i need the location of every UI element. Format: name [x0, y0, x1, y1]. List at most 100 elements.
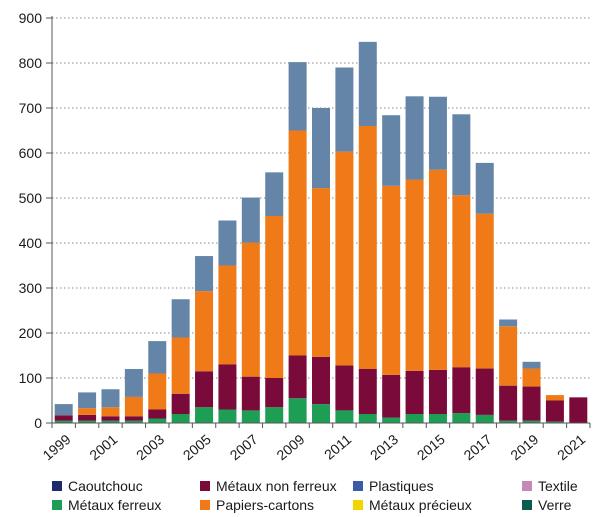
bar-segment	[101, 407, 120, 417]
bar-segment	[312, 188, 330, 357]
y-tick-label: 400	[19, 235, 43, 251]
bar-segment	[265, 378, 284, 408]
x-tick-label: 2017	[461, 431, 495, 463]
bar-segment	[475, 162, 494, 214]
bar-segment	[428, 169, 447, 370]
legend-swatch	[353, 500, 363, 510]
bar-segment	[148, 409, 167, 419]
bar-segment	[312, 404, 330, 423]
x-tick-label: 2009	[273, 431, 307, 463]
legend-label: Caoutchouc	[68, 478, 143, 494]
bar-segment	[475, 414, 494, 423]
y-tick-label: 600	[19, 145, 43, 161]
y-tick-label: 900	[19, 10, 43, 26]
x-tick-label: 2003	[133, 431, 167, 463]
bar-segment	[522, 386, 541, 421]
bar-segment	[288, 355, 307, 399]
bar-segment	[148, 418, 167, 423]
bar-segment	[241, 242, 260, 377]
bar-segment	[195, 371, 214, 408]
bar-segment	[78, 408, 97, 415]
bar-segment	[124, 369, 143, 397]
bar-segment	[148, 373, 167, 410]
bar-segment	[171, 337, 190, 394]
x-tick-label: 2021	[554, 431, 588, 463]
legend-swatch	[52, 500, 62, 510]
bar-segment	[218, 409, 237, 423]
bar-segment	[78, 392, 97, 409]
bar-segment	[452, 367, 471, 414]
bar-segment	[428, 96, 447, 170]
y-tick-label: 700	[19, 100, 43, 116]
y-tick-label: 800	[19, 55, 43, 71]
bar-segment	[312, 356, 330, 405]
bar-segment	[569, 397, 588, 423]
legend-swatch	[200, 500, 210, 510]
legend-label: Métaux précieux	[369, 497, 472, 513]
bar-segment	[522, 368, 541, 387]
bar-segment	[499, 420, 518, 423]
bar-segment	[452, 114, 471, 196]
bars	[54, 41, 588, 423]
bar-segment	[101, 420, 120, 423]
bar-segment	[241, 197, 260, 243]
bar-segment	[382, 417, 401, 423]
legend-swatch	[52, 481, 62, 491]
bar-segment	[124, 416, 143, 421]
bar-segment	[171, 414, 190, 423]
bar-segment	[148, 341, 167, 374]
bar-segment	[405, 96, 424, 180]
y-tick-label: 500	[19, 190, 43, 206]
x-tick-label: 2001	[86, 431, 120, 463]
x-axis: 1999 2001 2003 2005 2007 2009 2011 2013 2015 2017…	[39, 422, 591, 463]
legend-swatch	[522, 481, 532, 491]
bar-segment	[405, 414, 424, 423]
bar-segment	[545, 421, 564, 423]
bar-segment	[312, 108, 330, 189]
bar-segment	[499, 319, 518, 327]
bar-segment	[54, 420, 73, 423]
bar-segment	[218, 364, 237, 410]
bar-segment	[124, 420, 143, 423]
bar-segment	[335, 151, 354, 366]
bar-segment	[358, 41, 377, 126]
bar-segment	[195, 407, 214, 423]
bar-segment	[101, 416, 120, 421]
bar-segment	[241, 376, 260, 411]
bar-segment	[358, 369, 377, 414]
bar-segment	[405, 370, 424, 414]
bar-segment	[335, 365, 354, 411]
x-tick-label: 1999	[39, 431, 73, 463]
bar-segment	[452, 413, 471, 423]
bar-segment	[195, 291, 214, 372]
y-tick-label: 100	[19, 370, 43, 386]
bar-segment	[265, 407, 284, 423]
x-tick-label: 2019	[507, 431, 541, 463]
x-tick-label: 2007	[227, 431, 261, 463]
legend-label: Papiers-cartons	[216, 497, 314, 513]
y-tick-label: 0	[34, 415, 42, 431]
x-tick-label: 2011	[321, 431, 355, 463]
bar-segment	[382, 185, 401, 375]
x-tick-label: 2015	[414, 431, 448, 463]
bar-segment	[54, 415, 73, 421]
y-axis: 0 100 200 300 400 500 600 700 800 900	[19, 10, 53, 431]
bar-segment	[452, 195, 471, 368]
bar-segment	[428, 369, 447, 414]
bar-segment	[78, 414, 97, 421]
bar-segment	[241, 410, 260, 423]
bar-segment	[428, 414, 447, 423]
bar-segment	[265, 216, 284, 378]
x-tick-label: 2013	[367, 431, 401, 463]
legend-label: Textile	[538, 478, 578, 494]
bar-segment	[358, 414, 377, 423]
bar-segment	[475, 368, 494, 415]
bar-segment	[218, 220, 237, 266]
legend-label: Plastiques	[369, 478, 434, 494]
legend-label: Verre	[538, 497, 572, 513]
bar-segment	[522, 420, 541, 423]
legend-swatch	[353, 481, 363, 491]
bar-segment	[195, 256, 214, 292]
bar-segment	[124, 396, 143, 417]
